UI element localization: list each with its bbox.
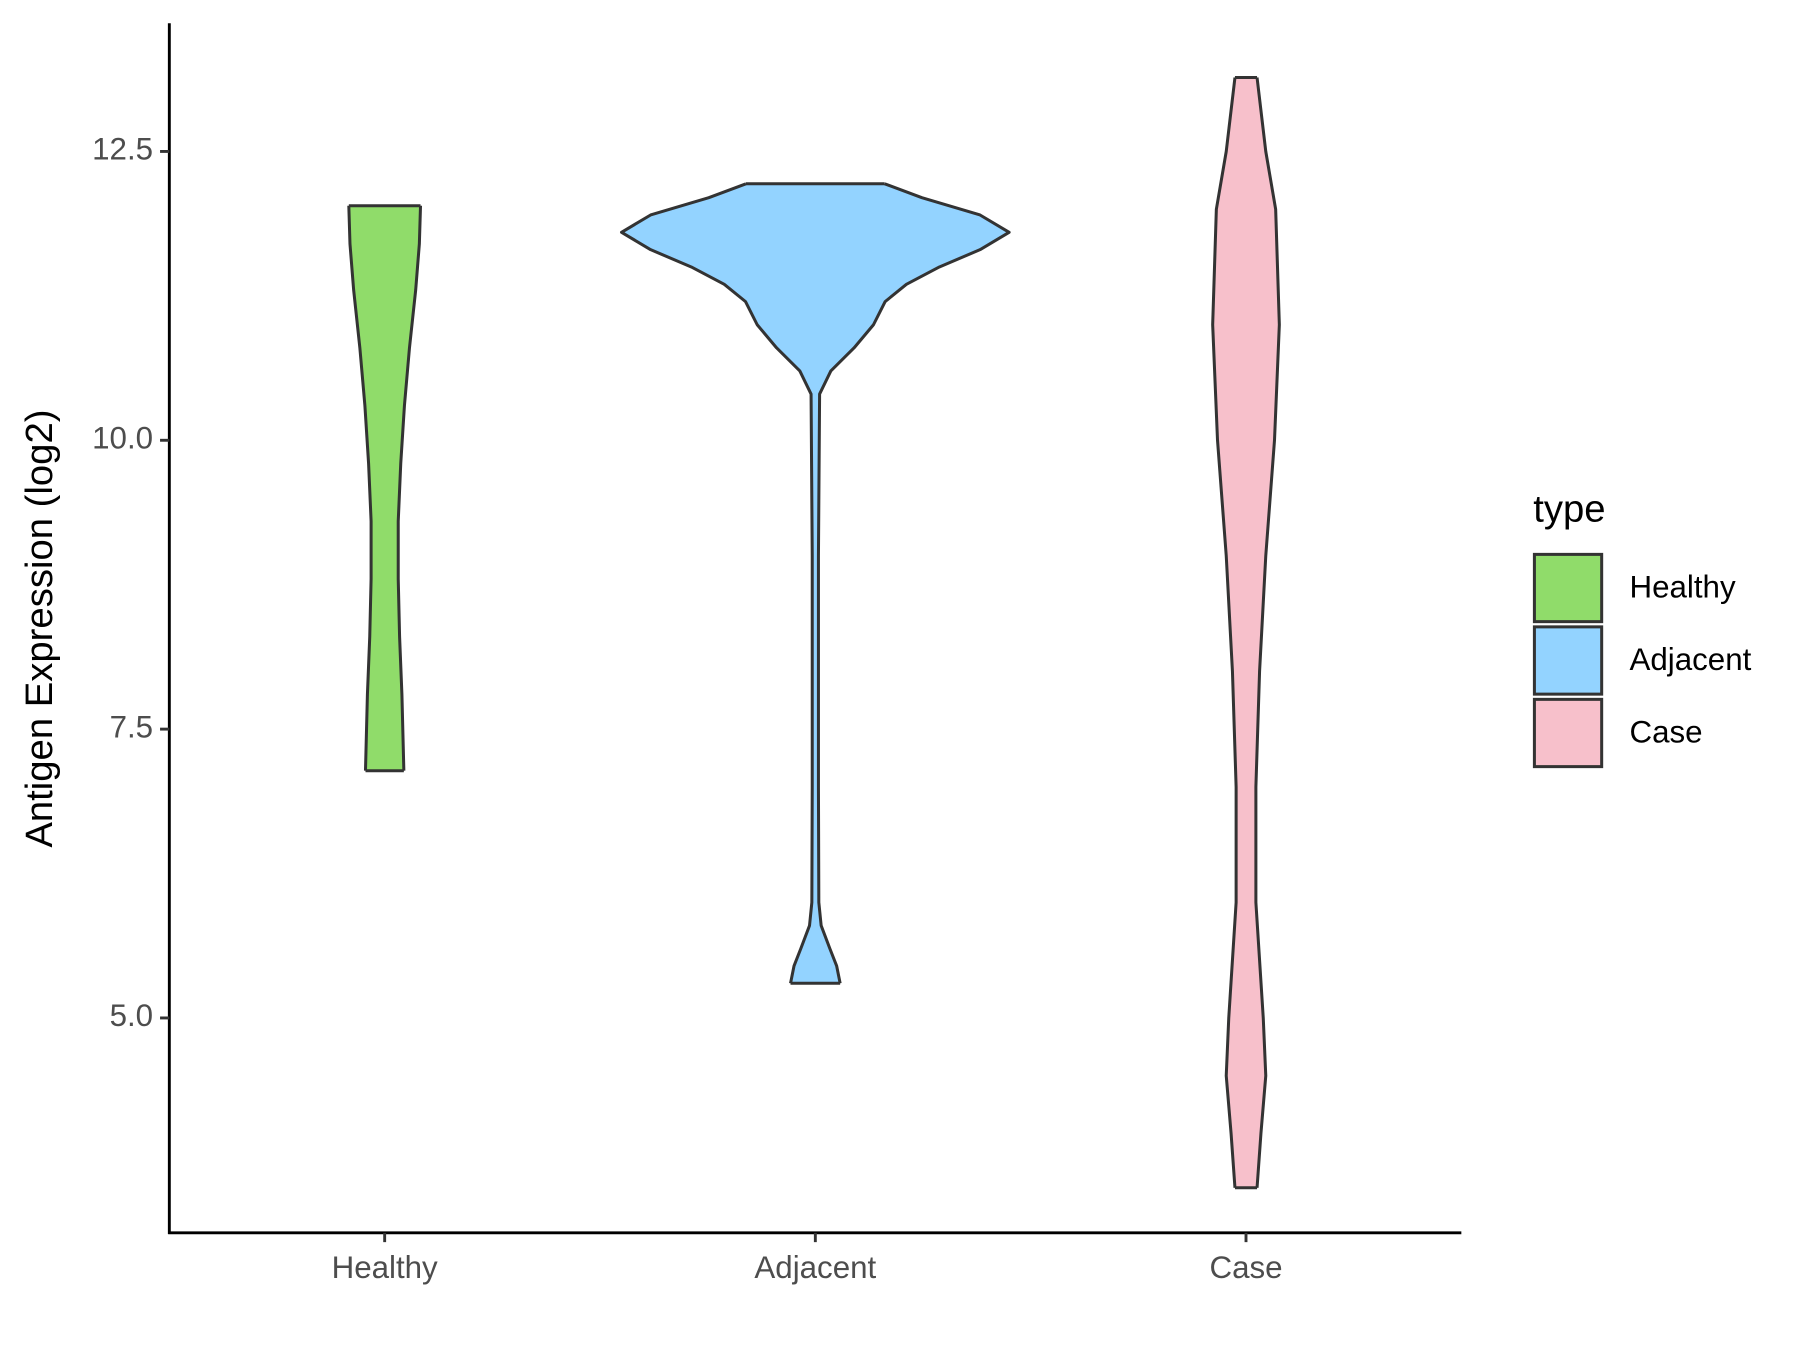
legend-label: Case: [1630, 714, 1703, 749]
legend-title: type: [1533, 488, 1605, 531]
y-axis-label: Antigen Expression (log2): [18, 410, 61, 848]
x-tick-label: Case: [1209, 1250, 1282, 1285]
violin-left-edge: [347, 205, 373, 771]
y-tick-label: 10.0: [92, 421, 153, 456]
legend-label: Adjacent: [1630, 642, 1752, 677]
violin-right-edge: [396, 205, 423, 771]
violin-fill: [348, 205, 421, 771]
violin-left-edge: [1211, 77, 1238, 1188]
legend-label: Healthy: [1630, 569, 1736, 604]
legend-key: [1532, 697, 1604, 769]
violin-right-edge: [816, 182, 1011, 984]
legend-key: [1532, 552, 1604, 624]
y-tick-label: 5.0: [110, 998, 154, 1033]
violin-fill: [1212, 77, 1280, 1188]
x-tick-label: Healthy: [332, 1250, 438, 1285]
violin-fill: [621, 183, 1010, 984]
violin-left-edge: [620, 182, 814, 984]
y-tick-label: 7.5: [110, 709, 154, 744]
violin-right-edge: [1254, 77, 1281, 1188]
y-tick-label: 12.5: [92, 132, 153, 167]
legend-key: [1532, 625, 1604, 696]
x-tick-label: Adjacent: [754, 1250, 876, 1285]
